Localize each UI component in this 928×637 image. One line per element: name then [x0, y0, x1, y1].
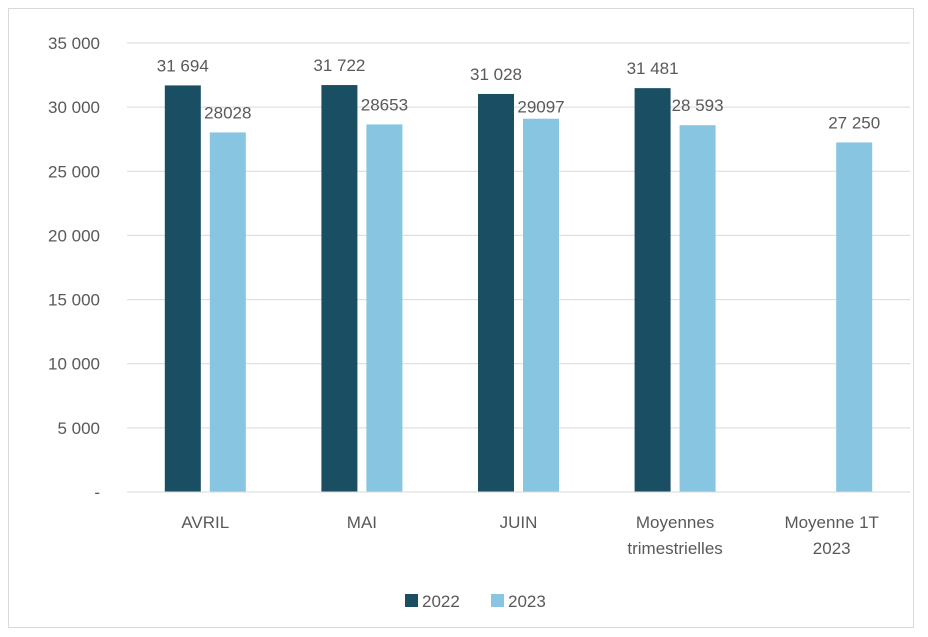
y-tick-label: 30 000 [48, 98, 100, 117]
x-tick-label: trimestrielles [627, 539, 722, 558]
data-label: 27 250 [828, 113, 880, 132]
data-label: 28653 [361, 95, 408, 114]
bar-2022 [164, 85, 201, 492]
x-tick-label: MAI [347, 513, 377, 532]
bar-2022 [478, 93, 514, 493]
legend-swatch-2023 [491, 594, 504, 607]
legend-label-2023: 2023 [508, 592, 546, 611]
y-tick-label: 35 000 [48, 34, 100, 53]
data-label: 31 028 [470, 65, 522, 84]
data-label: 31 722 [313, 56, 365, 75]
data-label: 31 481 [627, 59, 679, 78]
bar-2022 [634, 88, 671, 493]
x-tick-label: Moyennes [636, 513, 714, 532]
y-tick-label: 20 000 [48, 226, 100, 245]
bar-2023 [209, 132, 246, 492]
legend-swatch-2022 [405, 594, 418, 607]
y-tick-label: 10 000 [48, 355, 100, 374]
data-label: 28028 [204, 103, 251, 122]
y-tick-label: 5 000 [57, 419, 100, 438]
bar-2023 [679, 125, 716, 492]
data-label: 29097 [517, 98, 564, 117]
bar-2023 [366, 124, 403, 492]
bar-2023 [523, 118, 559, 493]
x-tick-label: JUIN [500, 513, 538, 532]
bar-2023 [836, 142, 873, 492]
y-tick-label: 15 000 [48, 291, 100, 310]
y-tick-label: - [94, 483, 100, 502]
data-label: 28 593 [672, 96, 724, 115]
data-label: 31 694 [157, 56, 209, 75]
x-tick-label: AVRIL [181, 513, 229, 532]
x-tick-label: Moyenne 1T [784, 513, 879, 532]
x-tick-label: 2023 [813, 539, 851, 558]
legend-label-2022: 2022 [422, 592, 460, 611]
bar-2022 [321, 85, 358, 492]
chart-frame [8, 8, 914, 628]
y-tick-label: 25 000 [48, 162, 100, 181]
